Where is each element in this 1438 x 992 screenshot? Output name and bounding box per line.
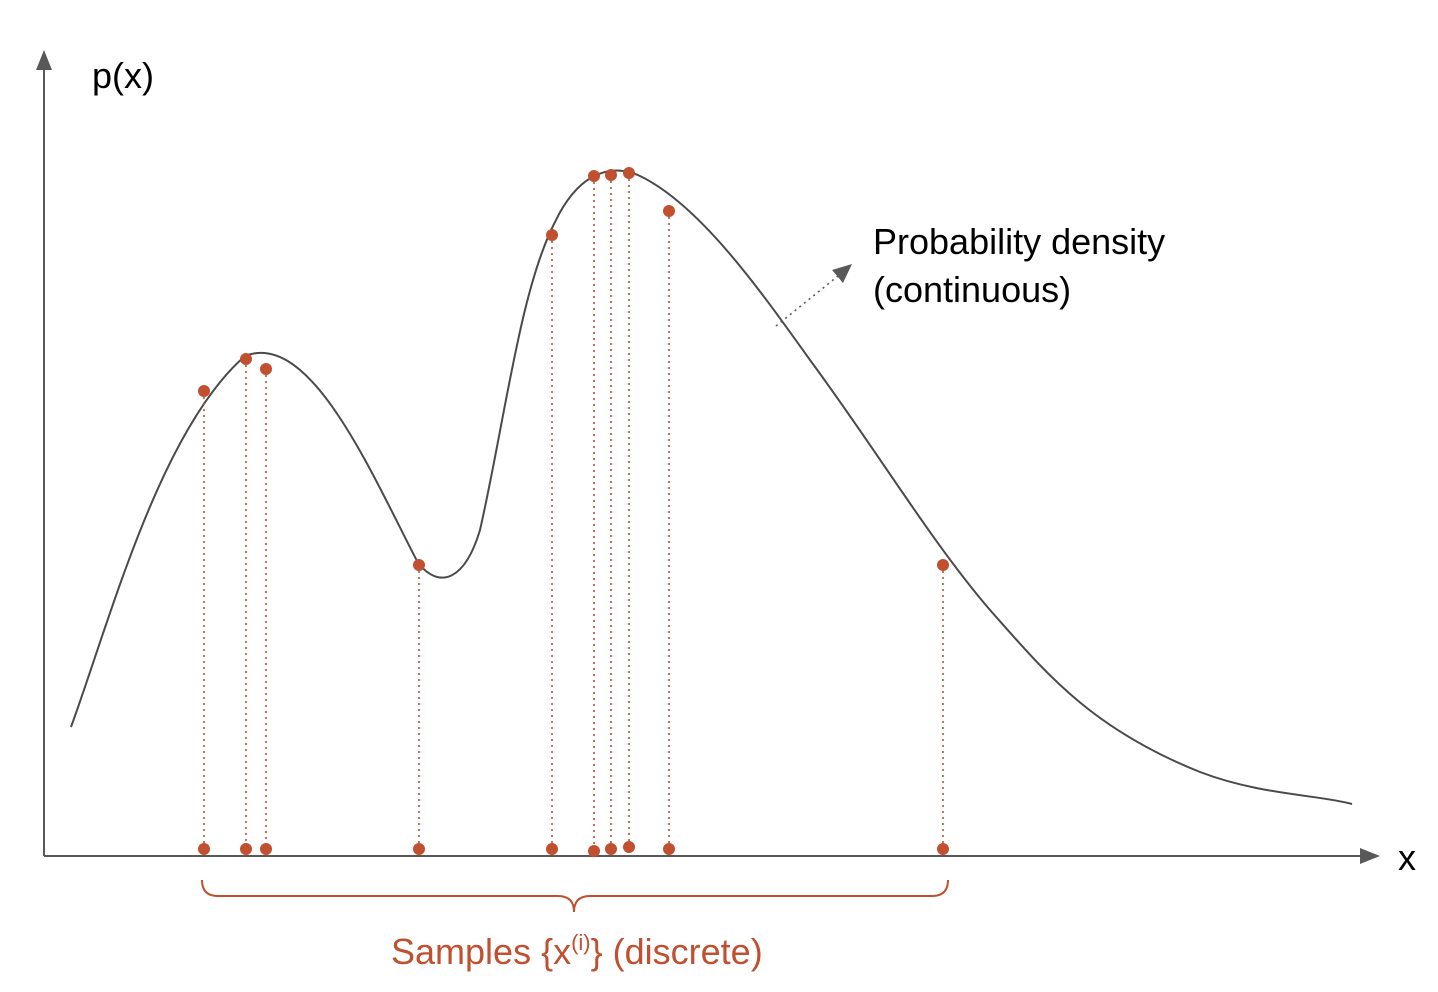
density-label-line2: (continuous) (873, 269, 1071, 310)
samples-label: Samples {x(i)} (discrete) (391, 930, 763, 972)
curve-sample-dot (260, 363, 272, 375)
curve-sample-dot (240, 353, 252, 365)
axis-sample-dot (413, 843, 425, 855)
axis-sample-dot (937, 843, 949, 855)
curve-sample-dot (198, 385, 210, 397)
x-axis-arrow-icon (1360, 848, 1380, 864)
samples-label-superscript: (i) (571, 930, 591, 955)
curve-sample-dot (546, 229, 558, 241)
axis-sample-dot (623, 841, 635, 853)
sample-droplines (203, 173, 944, 851)
curve-sample-dot (937, 559, 949, 571)
samples-label-prefix: Samples {x (391, 931, 571, 972)
density-pointer-arrow-icon (832, 264, 852, 283)
axis-sample-dots (198, 841, 949, 857)
axis-sample-dot (605, 843, 617, 855)
axis-sample-dot (198, 843, 210, 855)
axis-sample-dot (663, 843, 675, 855)
curve-sample-dots (198, 167, 949, 571)
density-curve (70, 169, 1353, 805)
axis-sample-dot (588, 845, 600, 857)
axis-sample-dot (240, 843, 252, 855)
curve-sample-dot (413, 559, 425, 571)
axis-sample-dot (260, 843, 272, 855)
samples-label-suffix: } (discrete) (591, 931, 763, 972)
density-label-line1: Probability density (873, 221, 1165, 262)
curve-sample-dot (623, 167, 635, 179)
y-axis-label: p(x) (92, 55, 154, 96)
density-pointer-line (775, 275, 839, 327)
curve-sample-dot (663, 205, 675, 217)
axis-sample-dot (546, 843, 558, 855)
samples-brace (201, 879, 949, 913)
curve-sample-dot (588, 170, 600, 182)
x-axis-label: x (1398, 837, 1416, 878)
curve-sample-dot (605, 169, 617, 181)
y-axis-arrow-icon (36, 50, 52, 70)
